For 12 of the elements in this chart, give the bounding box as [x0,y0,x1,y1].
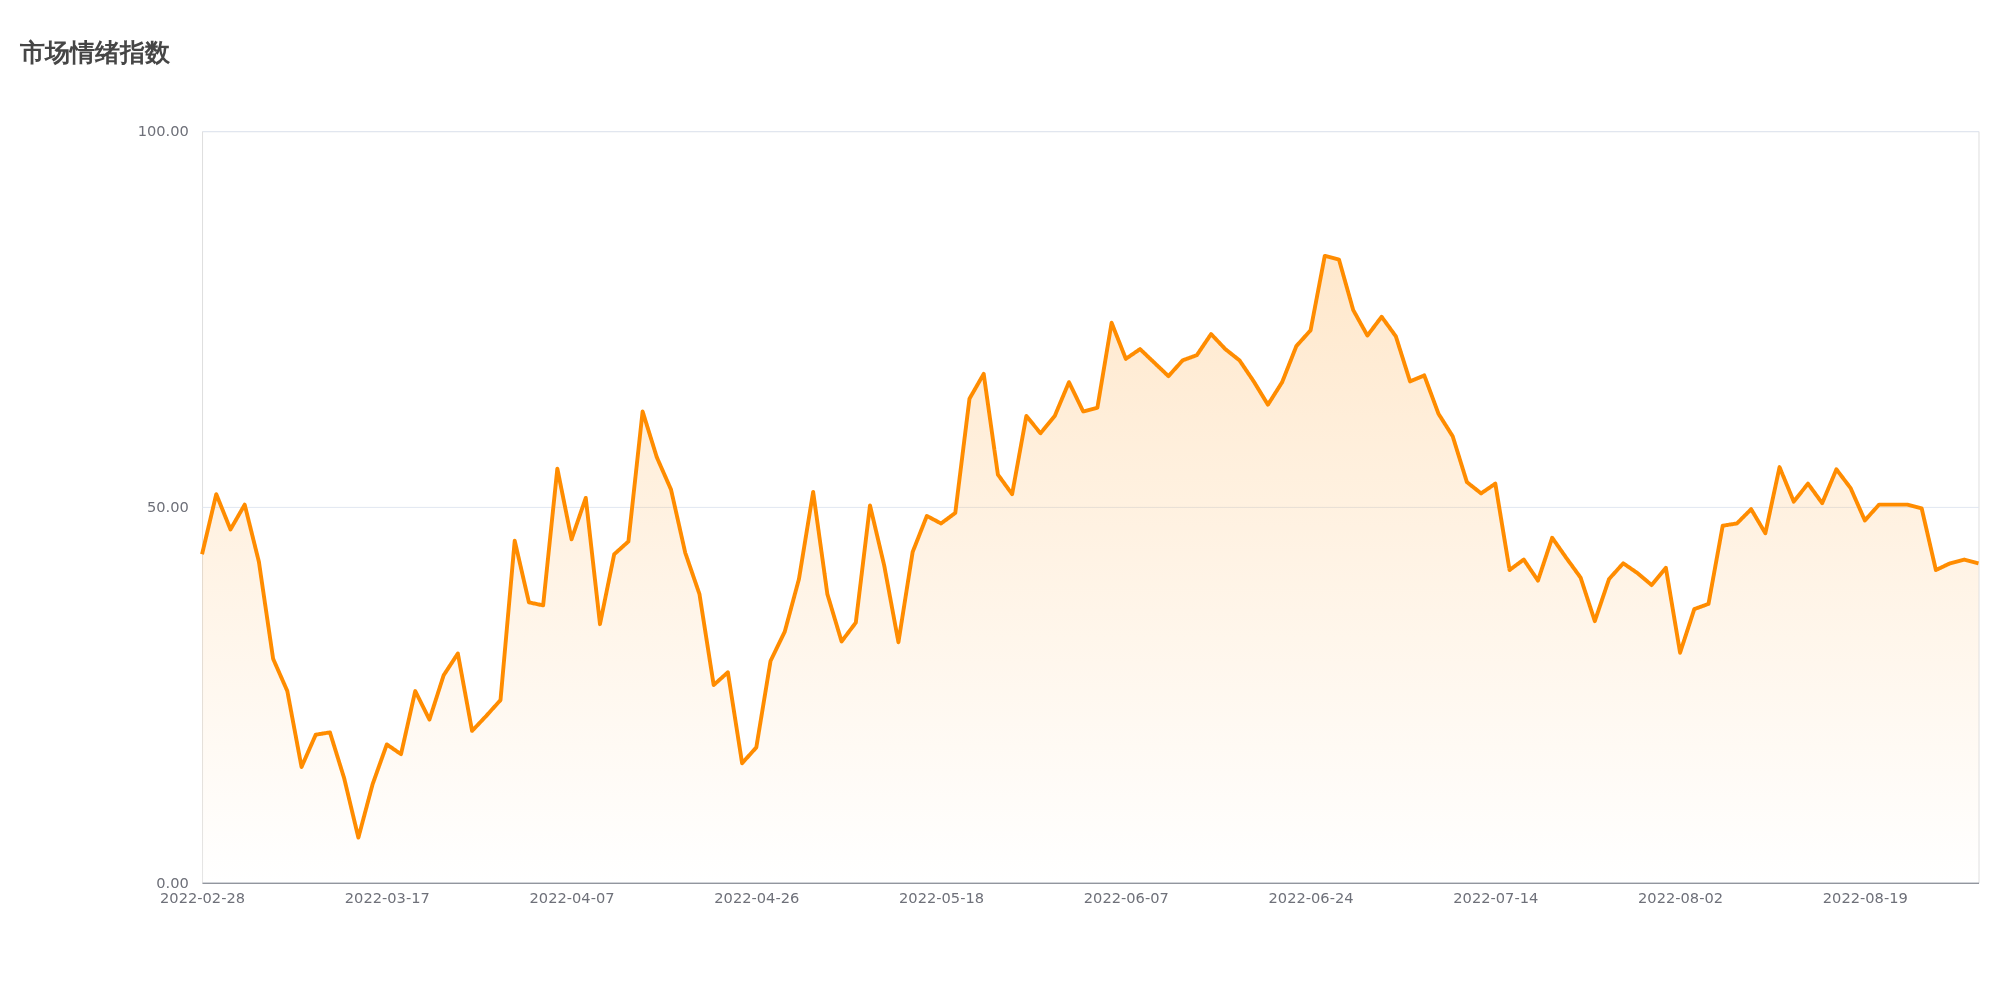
x-tick-label: 2022-06-07 [1083,888,1169,906]
x-tick-label: 2022-08-19 [1822,888,1908,906]
x-tick-label: 2022-04-07 [529,888,615,906]
x-tick-label: 2022-06-24 [1268,888,1354,906]
x-tick-label: 2022-05-18 [899,888,985,906]
x-tick-label: 2022-08-02 [1638,888,1724,906]
y-tick-label: 100.00 [137,122,189,140]
y-tick-label: 50.00 [147,498,189,516]
x-tick-label: 2022-03-17 [344,888,430,906]
chart-title: 市场情绪指数 [19,36,172,67]
x-tick-label: 2022-07-14 [1453,888,1539,906]
x-tick-label: 2022-04-26 [714,888,800,906]
